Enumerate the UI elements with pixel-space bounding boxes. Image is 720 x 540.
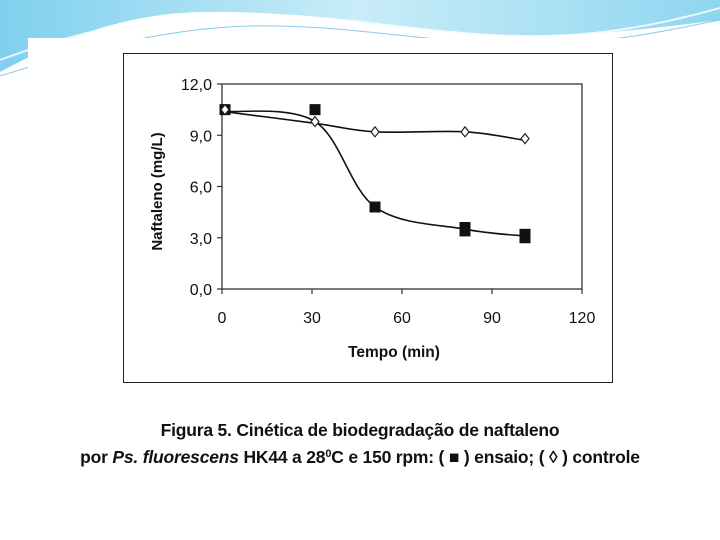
y-tick-label: 9,0 (190, 128, 212, 145)
x-tick-label: 30 (303, 310, 321, 327)
caption-rest: C e 150 rpm: ( ■ ) ensaio; ( ◊ ) control… (331, 447, 640, 467)
chart-axes (217, 83, 583, 294)
y-tick-label: 3,0 (190, 231, 212, 248)
x-tick-label: 0 (218, 310, 227, 327)
data-point-ensaio (369, 201, 381, 213)
data-point-controle (310, 115, 320, 128)
line-chart: 0,0 3,0 6,0 9,0 12,0 0 30 60 90 120 Tempo (min) Naf… (149, 77, 595, 361)
plot-area-border (221, 83, 583, 290)
x-axis-label: Tempo (min) (348, 344, 440, 361)
y-axis-label: Naftaleno (mg/L) (149, 132, 166, 250)
chart-labels: 0,0 3,0 6,0 9,0 12,0 0 30 60 90 120 Tempo (min) Naf… (149, 77, 595, 361)
header-wave-shape (0, 0, 720, 72)
data-point-controle (460, 125, 470, 138)
data-point-controle (370, 125, 380, 138)
header-wave-line (0, 7, 720, 61)
data-point-controle (220, 103, 230, 116)
caption-strain-temp: HK44 a 28 (238, 447, 326, 467)
x-tick-label: 60 (393, 310, 411, 327)
y-tick-label: 0,0 (190, 282, 212, 299)
data-point-ensaio (459, 225, 471, 237)
series-line-controle (221, 110, 526, 142)
x-tick-label: 120 (569, 310, 596, 327)
figure-caption-line-2: por Ps. fluorescens HK44 a 280C e 150 rp… (0, 447, 720, 468)
caption-prefix: por (80, 447, 113, 467)
figure-frame: 0,0 3,0 6,0 9,0 12,0 0 30 60 90 120 Tempo (min) Naf… (123, 53, 613, 383)
figure-caption-line-1: Figura 5. Cinética de biodegradação de n… (0, 420, 720, 441)
y-tick-label: 12,0 (181, 77, 212, 94)
x-tick-label: 90 (483, 310, 501, 327)
data-point-controle (520, 132, 530, 145)
data-point-ensaio (309, 104, 321, 116)
y-tick-label: 6,0 (190, 180, 212, 197)
data-point-ensaio (519, 232, 531, 244)
caption-species: Ps. fluorescens (112, 447, 239, 467)
caption-title: Figura 5. Cinética de biodegradação de n… (160, 420, 560, 440)
chart-markers (219, 103, 531, 244)
caption-superscript: 0 (325, 448, 332, 460)
